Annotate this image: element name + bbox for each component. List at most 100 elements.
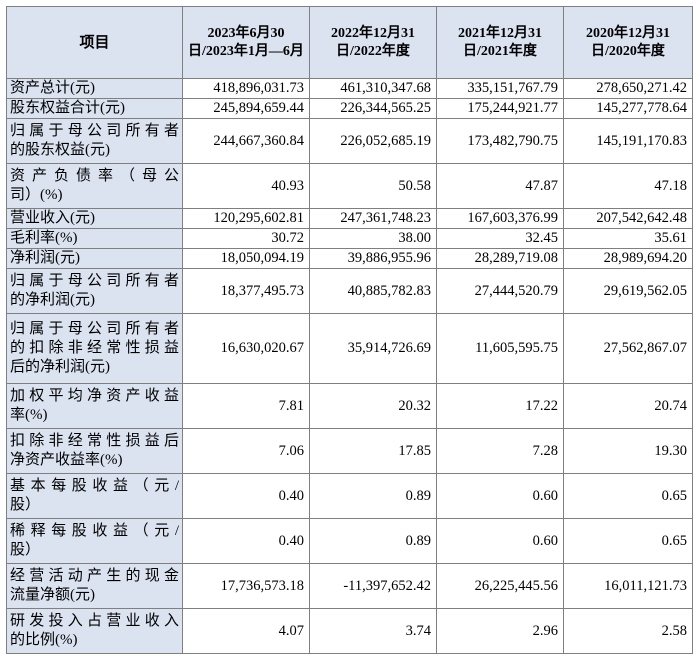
table-header-row: 项目 2023年6月30日/2023年1月—6月 2022年12月31日/202…: [6, 6, 693, 79]
value-cell: 20.74: [563, 383, 693, 429]
row-label-line: 的扣除非经常性损益: [10, 340, 179, 356]
row-label: 经营活动产生的现金 流量净额(元): [6, 563, 183, 609]
value-cell: 3.74: [309, 608, 437, 654]
value-cell: 207,542,642.48: [563, 208, 693, 229]
header-2023h1: 2023年6月30日/2023年1月—6月: [182, 6, 310, 79]
row-label: 毛利率(%): [6, 228, 183, 249]
value-cell: 27,562,867.07: [563, 313, 693, 384]
value-cell: 39,886,955.96: [309, 248, 437, 269]
value-cell: 27,444,520.79: [436, 268, 564, 314]
value-cell: 50.58: [309, 163, 437, 209]
value-cell: 4.07: [182, 608, 310, 654]
value-cell: 245,894,659.44: [182, 98, 310, 119]
value-cell: 47.87: [436, 163, 564, 209]
value-cell: 335,151,767.79: [436, 78, 564, 99]
row-label-line: 股）: [10, 497, 41, 513]
row-label: 归属于母公司所有者 的扣除非经常性损益 后的净利润(元): [6, 313, 183, 384]
row-label-line: 扣除非经常性损益后: [10, 433, 179, 449]
value-cell: 16,011,121.73: [563, 563, 693, 609]
value-cell: 0.40: [182, 473, 310, 519]
row-label: 营业收入(元): [6, 208, 183, 229]
value-cell: 40,885,782.83: [309, 268, 437, 314]
value-cell: 0.89: [309, 473, 437, 519]
row-label: 加权平均净资产收益 率(%): [6, 383, 183, 429]
value-cell: 167,603,376.99: [436, 208, 564, 229]
financial-table-container: 项目 2023年6月30日/2023年1月—6月 2022年12月31日/202…: [6, 6, 693, 654]
value-cell: 18,050,094.19: [182, 248, 310, 269]
table-row: 稀释每股收益（元/股） 0.40 0.89 0.60 0.65: [6, 518, 693, 564]
value-cell: 2.58: [563, 608, 693, 654]
row-label-line: 净资产收益率(%): [10, 452, 123, 468]
row-label: 资产负债率（母公 司）(%): [6, 163, 183, 209]
row-label-line: 加权平均净资产收益: [10, 388, 179, 404]
row-label-line: 股）: [10, 542, 41, 558]
value-cell: 32.45: [436, 228, 564, 249]
value-cell: -11,397,652.42: [309, 563, 437, 609]
table-row: 毛利率(%) 30.72 38.00 32.45 35.61: [6, 228, 693, 249]
row-label-line: 股东权益合计(元): [10, 100, 125, 116]
table-row: 净利润(元) 18,050,094.19 39,886,955.96 28,289,7…: [6, 248, 693, 269]
value-cell: 17.85: [309, 428, 437, 474]
row-label-line: 的净利润(元): [10, 292, 95, 308]
value-cell: 7.06: [182, 428, 310, 474]
row-label-line: 归属于母公司所有者: [10, 123, 179, 139]
value-cell: 40.93: [182, 163, 310, 209]
header-2020: 2020年12月31日/2020年度: [563, 6, 693, 79]
financial-summary-table: 项目 2023年6月30日/2023年1月—6月 2022年12月31日/202…: [6, 6, 693, 654]
value-cell: 0.60: [436, 518, 564, 564]
row-label-line: 营业收入(元): [10, 210, 95, 226]
row-label: 研发投入占营业收入 的比例(%): [6, 608, 183, 654]
value-cell: 145,191,170.83: [563, 118, 693, 164]
row-label-line: 司）(%): [10, 187, 63, 203]
value-cell: 0.65: [563, 518, 693, 564]
row-label-line: 经营活动产生的现金: [10, 568, 179, 584]
row-label-line: 归属于母公司所有者: [10, 321, 179, 337]
row-label-line: 稀释每股收益（元/: [10, 523, 179, 539]
row-label-line: 的股东权益(元): [10, 142, 110, 158]
value-cell: 35.61: [563, 228, 693, 249]
table-row: 基本每股收益（元/股） 0.40 0.89 0.60 0.65: [6, 473, 693, 519]
header-2021: 2021年12月31日/2021年度: [436, 6, 564, 79]
row-label: 基本每股收益（元/股）: [6, 473, 183, 519]
row-label-line: 率(%): [10, 407, 48, 423]
value-cell: 0.60: [436, 473, 564, 519]
table-row: 股东权益合计(元) 245,894,659.44 226,344,565.25 175…: [6, 98, 693, 119]
row-label: 净利润(元): [6, 248, 183, 269]
row-label-line: 基本每股收益（元/: [10, 478, 179, 494]
value-cell: 28,289,719.08: [436, 248, 564, 269]
value-cell: 461,310,347.68: [309, 78, 437, 99]
table-row: 资产总计(元) 418,896,031.73 461,310,347.68 335,1…: [6, 78, 693, 99]
row-label: 资产总计(元): [6, 78, 183, 99]
table-row: 经营活动产生的现金 流量净额(元) 17,736,573.18 -11,397,652…: [6, 563, 693, 609]
row-label-line: 净利润(元): [10, 250, 80, 266]
value-cell: 244,667,360.84: [182, 118, 310, 164]
value-cell: 26,225,445.56: [436, 563, 564, 609]
value-cell: 7.81: [182, 383, 310, 429]
table-row: 归属于母公司所有者 的股东权益(元) 244,667,360.84 226,052,6…: [6, 118, 693, 164]
value-cell: 0.40: [182, 518, 310, 564]
value-cell: 7.28: [436, 428, 564, 474]
row-label-line: 归属于母公司所有者: [10, 273, 179, 289]
value-cell: 418,896,031.73: [182, 78, 310, 99]
header-item: 项目: [6, 6, 183, 79]
value-cell: 120,295,602.81: [182, 208, 310, 229]
table-row: 归属于母公司所有者 的扣除非经常性损益 后的净利润(元) 16,630,020.67 3…: [6, 313, 693, 384]
value-cell: 0.89: [309, 518, 437, 564]
value-cell: 2.96: [436, 608, 564, 654]
table-row: 扣除非经常性损益后 净资产收益率(%) 7.06 17.85 7.28 19.30: [6, 428, 693, 474]
table-row: 归属于母公司所有者 的净利润(元) 18,377,495.73 40,885,782.…: [6, 268, 693, 314]
value-cell: 226,344,565.25: [309, 98, 437, 119]
row-label-line: 的比例(%): [10, 632, 78, 648]
value-cell: 30.72: [182, 228, 310, 249]
row-label: 扣除非经常性损益后 净资产收益率(%): [6, 428, 183, 474]
value-cell: 0.65: [563, 473, 693, 519]
value-cell: 16,630,020.67: [182, 313, 310, 384]
table-row: 研发投入占营业收入 的比例(%) 4.07 3.74 2.96 2.58: [6, 608, 693, 654]
value-cell: 145,277,778.64: [563, 98, 693, 119]
row-label-line: 后的净利润(元): [10, 359, 110, 375]
value-cell: 11,605,595.75: [436, 313, 564, 384]
value-cell: 173,482,790.75: [436, 118, 564, 164]
table-row: 营业收入(元) 120,295,602.81 247,361,748.23 167,6…: [6, 208, 693, 229]
value-cell: 47.18: [563, 163, 693, 209]
value-cell: 28,989,694.20: [563, 248, 693, 269]
